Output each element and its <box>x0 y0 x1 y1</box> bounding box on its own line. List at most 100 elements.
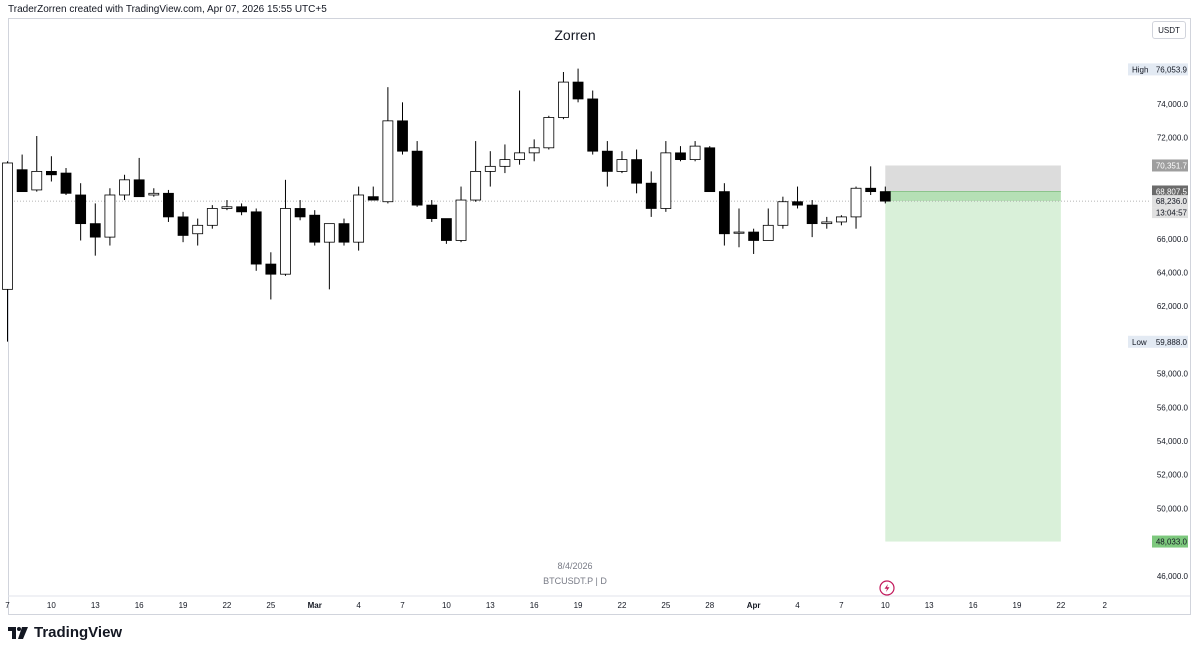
candle <box>660 141 672 212</box>
candle <box>294 200 306 221</box>
y-tick-label: 72,000.0 <box>1157 134 1189 143</box>
candle <box>309 210 321 246</box>
candle-body-down <box>806 204 818 225</box>
candle-body-down <box>236 206 247 213</box>
candle <box>762 208 774 241</box>
x-tick-label: 10 <box>442 601 451 610</box>
candle-body-down <box>338 223 350 243</box>
entry-price-label-bg <box>1152 185 1188 198</box>
x-tick-label: 13 <box>925 601 934 610</box>
candle-body-down <box>163 192 174 218</box>
current-price-label-bg <box>1152 195 1188 208</box>
tradingview-logo[interactable]: TradingView <box>8 624 122 641</box>
candle <box>338 218 350 246</box>
candle-body-up <box>821 221 833 225</box>
candle <box>616 151 628 174</box>
candle-body-up <box>558 81 569 118</box>
candle-body-up <box>31 170 43 191</box>
x-tick-label: 16 <box>969 601 978 610</box>
x-tick-label: 25 <box>266 601 275 610</box>
candle <box>587 90 599 155</box>
high-price-label-value: 76,053.9 <box>1156 65 1188 74</box>
replay-icon[interactable] <box>879 580 895 596</box>
low-price-label-caption: Low <box>1132 338 1147 347</box>
candle-body-down <box>397 120 408 152</box>
candle-body-down <box>748 231 760 241</box>
price-axis[interactable]: 74,000.0 72,000.0 66,000.0 64,000.0 62,000.0… <box>1157 100 1189 581</box>
candle-body-up <box>836 216 847 223</box>
candle-body-down <box>704 147 716 193</box>
candle-body-down <box>89 223 101 238</box>
high-price-label: 76,053.9 High <box>1128 63 1188 76</box>
y-tick-label: 54,000.0 <box>1157 437 1189 446</box>
candle-body-down <box>133 179 145 198</box>
candle <box>645 171 657 217</box>
candle-body-down <box>309 214 321 243</box>
candle <box>323 223 335 290</box>
stop-loss-zone[interactable] <box>885 165 1061 192</box>
x-tick-label: 16 <box>135 601 144 610</box>
x-tick-label: Mar <box>308 601 322 610</box>
candle <box>250 208 262 271</box>
candle <box>367 186 379 201</box>
low-price-label-bg <box>1152 335 1188 348</box>
y-tick-label: 52,000.0 <box>1157 471 1189 480</box>
y-tick-label: 56,000.0 <box>1157 403 1189 412</box>
candle <box>104 188 116 246</box>
high-price-label-caption: High <box>1132 65 1148 74</box>
candle <box>704 146 716 193</box>
candle-body-up <box>221 206 233 209</box>
time-axis[interactable]: 7 10 13 16 19 22 25 Mar 4 7 10 13 16 19 22 25 28 Apr 4 7 10 1… <box>5 595 1190 610</box>
candle <box>411 141 423 207</box>
candle <box>850 186 862 229</box>
candle <box>689 141 701 162</box>
candle-body-up <box>470 170 482 201</box>
candle <box>733 208 745 248</box>
candle-body-down <box>294 208 306 218</box>
entry-price-label: 68,807.5 <box>1152 185 1188 198</box>
candle-body-down <box>16 169 28 193</box>
candle-body-up <box>777 201 789 226</box>
candle-body-up <box>762 224 774 241</box>
candle <box>821 216 833 229</box>
y-tick-label: 58,000.0 <box>1157 370 1189 379</box>
low-price-label: 59,888.0 Low <box>1128 335 1188 348</box>
candle-body-down <box>367 196 379 201</box>
candle-body-down <box>177 216 189 236</box>
take-profit-zone[interactable] <box>885 201 1061 542</box>
candle-body-up <box>353 194 365 243</box>
candle <box>879 186 891 204</box>
x-tick-label: 7 <box>839 601 844 610</box>
high-price-label-bg <box>1152 63 1188 76</box>
candle <box>89 203 101 256</box>
stop-price-label: 70,351.7 <box>1152 159 1188 172</box>
position-tool[interactable] <box>8 165 1150 542</box>
candle-body-up <box>148 192 160 196</box>
stop-price-label-value: 70,351.7 <box>1156 161 1188 170</box>
currency-button[interactable]: USDT <box>1152 21 1186 39</box>
candle <box>397 102 408 155</box>
candle-body-up <box>455 199 467 241</box>
candle <box>148 188 160 197</box>
high-price-label-caption-bg <box>1128 63 1152 76</box>
tradingview-brand: TradingView <box>34 624 123 641</box>
watermark-symbol: BTCUSDT.P | D <box>543 576 607 586</box>
candle <box>792 186 803 209</box>
candle <box>543 115 555 150</box>
candle-body-down <box>587 98 599 152</box>
candle <box>631 149 642 194</box>
candle <box>601 141 613 187</box>
candle <box>528 139 540 162</box>
open-profit-zone[interactable] <box>885 191 1061 202</box>
y-tick-label: 46,000.0 <box>1157 572 1189 581</box>
x-tick-label: 4 <box>356 601 361 610</box>
y-tick-label: 66,000.0 <box>1157 235 1189 244</box>
candle <box>265 252 277 300</box>
x-tick-label: 22 <box>222 601 231 610</box>
candle <box>455 186 467 243</box>
candle <box>2 161 13 342</box>
candle <box>718 183 730 246</box>
current-price-label-value: 68,236.0 <box>1156 197 1188 206</box>
candle-body-up <box>543 117 555 149</box>
